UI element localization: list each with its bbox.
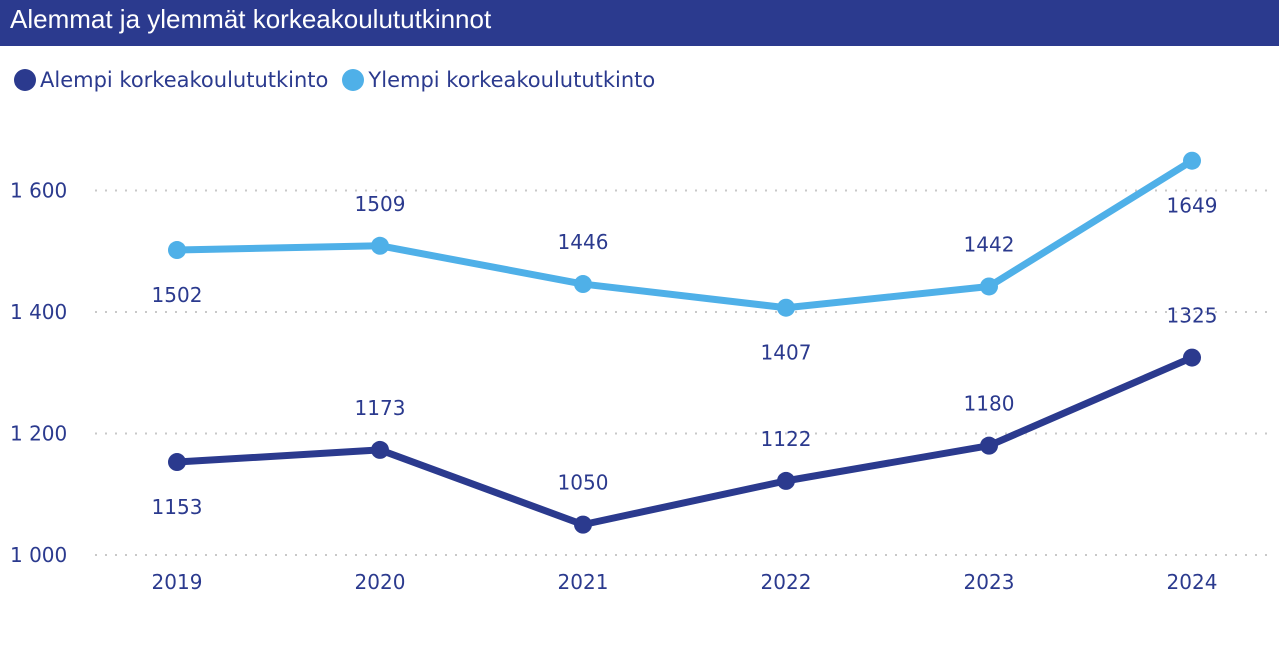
data-point [574,515,592,534]
data-label: 1153 [152,495,203,519]
y-tick-label: 1 400 [10,300,67,324]
chart-title: Alemmat ja ylemmät korkeakoulututkinnot [10,4,492,34]
legend-marker-ylempi [342,69,365,91]
y-tick-label: 1 000 [10,543,67,567]
data-point [168,453,186,472]
data-label: 1442 [964,232,1015,256]
data-label: 1325 [1167,304,1218,328]
legend-item-alempi[interactable]: Alempi korkeakoulututkinto [14,68,328,92]
data-label: 1502 [152,283,203,307]
x-tick-label: 2019 [152,570,203,594]
data-point [777,471,795,490]
data-label: 1649 [1167,194,1218,218]
data-label: 1509 [355,192,406,216]
data-point [777,298,795,317]
data-point [574,275,592,294]
data-label: 1122 [761,427,812,451]
x-tick-label: 2020 [355,570,406,594]
data-point [1183,151,1201,170]
data-point [371,236,389,255]
y-tick-label: 1 600 [10,179,67,203]
legend-item-ylempi[interactable]: Ylempi korkeakoulututkinto [342,68,655,92]
series-line-alempi [173,354,1196,529]
data-label: 1050 [558,471,609,495]
x-tick-label: 2024 [1167,570,1218,594]
data-label: 1407 [761,341,812,365]
x-tick-label: 2021 [558,570,609,594]
legend: Alempi korkeakoulututkinto Ylempi korkea… [14,66,669,94]
data-point [980,436,998,455]
legend-marker-alempi [14,69,36,91]
data-point [168,241,186,260]
legend-label-alempi: Alempi korkeakoulututkinto [40,68,329,92]
y-tick-label: 1 200 [10,422,67,446]
x-tick-label: 2023 [964,570,1015,594]
data-point [1183,348,1201,367]
series-line-ylempi [173,157,1196,312]
chart-header: Alemmat ja ylemmät korkeakoulututkinnot [0,0,1279,46]
x-tick-label: 2022 [761,570,812,594]
data-point [371,440,389,459]
data-label: 1446 [558,230,609,254]
legend-label-ylempi: Ylempi korkeakoulututkinto [368,68,656,92]
data-label: 1180 [964,392,1015,416]
data-label: 1173 [355,396,406,420]
data-point [980,277,998,296]
